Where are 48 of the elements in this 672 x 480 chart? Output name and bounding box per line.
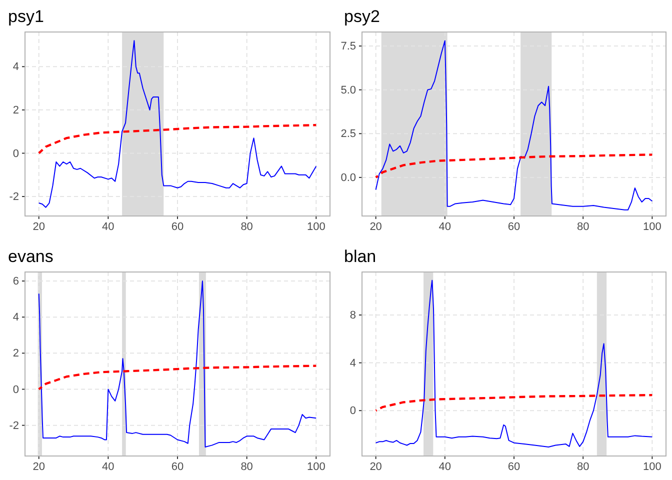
x-tick-label: 20	[32, 220, 45, 233]
line-series	[375, 280, 653, 448]
y-tick-label: -2	[9, 420, 19, 432]
chart-title: blan	[344, 247, 376, 266]
y-tick-label: 4	[350, 357, 356, 370]
y-tick-label: 2	[12, 104, 19, 116]
y-tick-label: 5.0	[340, 84, 356, 96]
x-tick-label: 80	[240, 460, 253, 473]
line-series	[374, 154, 654, 179]
line-series	[374, 394, 654, 412]
line-series	[38, 280, 317, 448]
y-tick-label: 0	[12, 148, 19, 160]
x-tick-label: 100	[306, 460, 326, 473]
chart-title: psy2	[344, 7, 380, 26]
y-tick-label: -2	[9, 191, 19, 204]
line-series	[38, 124, 318, 154]
y-tick-label: 4	[12, 312, 19, 324]
line-series	[38, 40, 317, 208]
x-tick-label: 60	[171, 460, 184, 473]
x-tick-label: 20	[370, 460, 382, 473]
x-tick-label: 20	[32, 460, 45, 473]
x-tick-label: 40	[102, 460, 114, 473]
line-series	[38, 364, 318, 390]
chart-title: psy1	[8, 7, 44, 26]
y-tick-label: 7.5	[340, 40, 356, 53]
x-tick-label: 100	[643, 220, 662, 233]
y-tick-label: 2	[12, 348, 19, 360]
x-tick-label: 20	[370, 220, 382, 233]
x-tick-label: 80	[576, 460, 590, 473]
x-tick-label: 100	[306, 220, 326, 233]
chart-title: evans	[8, 247, 54, 266]
y-tick-label: 6	[12, 276, 19, 288]
x-tick-label: 60	[508, 460, 520, 473]
x-tick-label: 60	[508, 220, 520, 233]
y-tick-label: 2.5	[340, 128, 356, 140]
x-tick-label: 40	[438, 220, 452, 233]
y-tick-label: 0	[350, 405, 356, 418]
y-tick-label: 8	[350, 310, 356, 322]
y-tick-label: 0	[12, 384, 19, 396]
x-tick-label: 40	[102, 220, 114, 233]
x-tick-label: 80	[240, 220, 253, 233]
x-tick-label: 80	[576, 220, 590, 233]
x-tick-label: 100	[643, 460, 662, 473]
y-tick-label: 4	[12, 61, 19, 74]
line-series	[375, 40, 653, 210]
x-tick-label: 40	[438, 460, 452, 473]
x-tick-label: 60	[171, 220, 184, 233]
y-tick-label: 0.0	[340, 172, 356, 184]
